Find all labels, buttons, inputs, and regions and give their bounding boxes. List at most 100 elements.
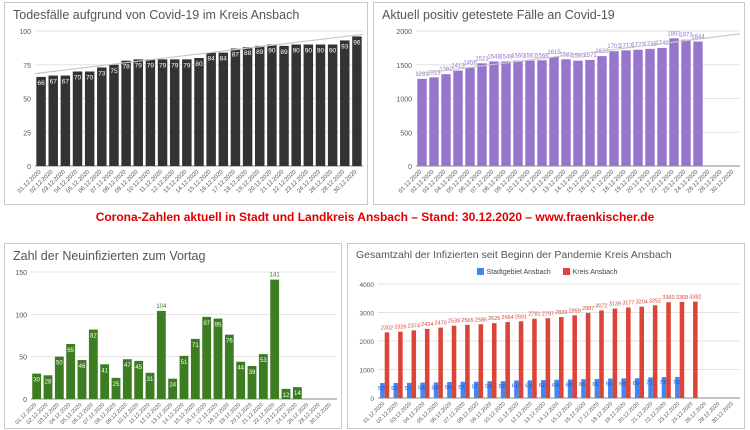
data-label: 45 <box>135 365 142 371</box>
bar <box>411 330 417 398</box>
data-label: 3252 <box>649 298 661 304</box>
data-label: 51 <box>181 360 188 366</box>
data-label: 1871 <box>679 33 693 39</box>
data-label: 1615 <box>547 50 561 56</box>
data-label: 571 <box>472 385 481 391</box>
y-tick-label: 1000 <box>396 97 412 104</box>
chart-title: Gesamtzahl der Infizierten seit Beginn d… <box>356 249 672 261</box>
y-tick-label: 25 <box>23 130 31 137</box>
bar <box>84 71 95 166</box>
data-label: 1891 <box>667 31 681 37</box>
bar <box>648 377 653 398</box>
headline: Corona-Zahlen aktuell in Stadt und Landk… <box>95 210 655 224</box>
bar <box>406 382 412 398</box>
bar <box>420 382 425 398</box>
bar <box>213 318 223 399</box>
bar <box>224 334 234 399</box>
bar <box>693 301 698 398</box>
data-label: 2664 <box>502 315 514 321</box>
bar <box>60 75 71 166</box>
chart-deaths-panel: Todesfälle aufgrund von Covid-19 im Krei… <box>4 2 368 205</box>
legend-label: Stadtgebiet Ansbach <box>486 269 551 276</box>
bar <box>179 355 189 399</box>
bar <box>478 324 484 398</box>
data-label: 71 <box>192 343 199 349</box>
legend-item: Stadtgebiet Ansbach <box>476 268 551 276</box>
data-label: 14 <box>294 391 301 397</box>
data-label: 67 <box>62 79 70 86</box>
bar <box>501 61 511 166</box>
data-label: 12 <box>283 393 290 399</box>
data-label: 89 <box>256 49 264 56</box>
data-label: 84 <box>208 56 216 63</box>
data-label: 79 <box>171 62 179 69</box>
bar <box>465 67 475 166</box>
data-label: 95 <box>215 323 222 329</box>
y-tick-label: 0 <box>23 397 27 404</box>
bar <box>169 59 180 166</box>
bar <box>384 332 390 398</box>
bar <box>258 354 268 399</box>
data-label: 79 <box>159 62 167 69</box>
data-label: 590 <box>498 384 507 390</box>
bar <box>270 279 280 399</box>
data-label: 89 <box>280 49 288 56</box>
data-label: 66 <box>37 80 45 87</box>
y-tick-label: 100 <box>19 29 31 36</box>
data-label: 2691 <box>515 314 527 320</box>
bar <box>626 307 631 398</box>
bar <box>424 328 430 398</box>
bar <box>518 321 524 398</box>
data-label: 90 <box>305 48 313 55</box>
bar <box>621 50 631 167</box>
legend-swatch <box>562 268 570 275</box>
bar <box>340 40 350 167</box>
data-label: 79 <box>183 62 191 69</box>
bar <box>675 376 680 398</box>
bar <box>441 74 451 166</box>
bar <box>477 63 487 166</box>
data-label: 50 <box>56 361 63 367</box>
data-label: 560 <box>445 385 454 391</box>
data-label: 2374 <box>408 323 420 329</box>
bar <box>652 305 658 398</box>
bar <box>145 59 156 166</box>
data-label: 1560 <box>571 54 585 60</box>
bar <box>585 59 595 166</box>
bar <box>134 360 144 399</box>
bar <box>292 387 302 399</box>
data-label: 531 <box>405 386 414 392</box>
data-label: 78 <box>122 64 130 71</box>
bar <box>352 36 362 167</box>
bar <box>679 302 685 398</box>
data-label: 739 <box>673 380 682 386</box>
data-label: 1723 <box>631 43 645 49</box>
data-label: 96 <box>353 39 361 46</box>
y-tick-label: 0 <box>27 164 31 171</box>
data-label: 2839 <box>555 310 567 316</box>
bar <box>43 375 53 399</box>
bar <box>645 48 655 167</box>
bar <box>657 47 667 166</box>
chart-total-infections-svg: 0 1000 2000 3000 4000 525 529 531 540 546 560 570 57… <box>360 282 740 425</box>
y-tick-label: 50 <box>23 97 31 104</box>
data-label: 2797 <box>542 311 554 317</box>
bar <box>77 360 87 399</box>
data-label: 722 <box>646 380 655 386</box>
bar <box>417 78 427 166</box>
bar <box>315 44 326 166</box>
data-label: 2586 <box>475 317 487 323</box>
bar <box>109 64 119 166</box>
bar <box>97 67 107 166</box>
bar <box>122 359 132 399</box>
bar <box>54 356 64 399</box>
data-label: 2626 <box>488 316 500 322</box>
data-label: 2987 <box>582 306 594 312</box>
data-label: 1844 <box>691 35 705 41</box>
bar <box>66 343 76 399</box>
y-tick-label: 4000 <box>360 282 375 289</box>
bar <box>585 312 591 398</box>
bar <box>661 377 667 398</box>
data-label: 90 <box>329 48 337 55</box>
data-label: 540 <box>418 386 427 392</box>
